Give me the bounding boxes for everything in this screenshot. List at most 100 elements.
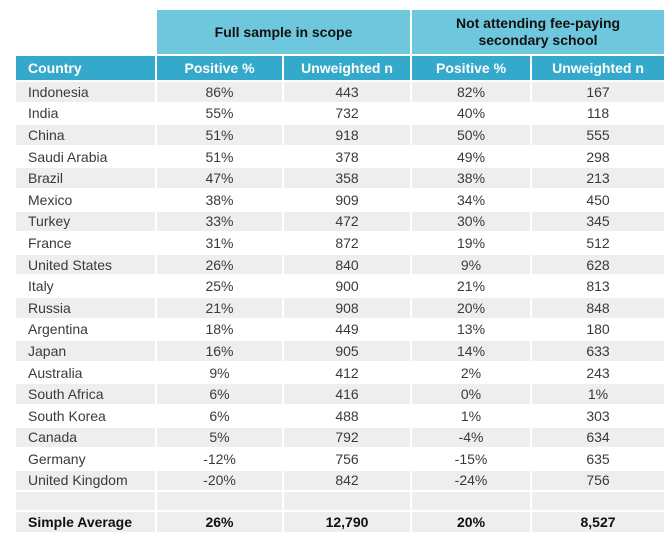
- cell-positive-not-attending: 9%: [412, 254, 531, 275]
- cell-positive-full: 55%: [157, 103, 282, 124]
- cell-n-not-attending: 848: [532, 297, 665, 318]
- cell-positive-full: 38%: [157, 189, 282, 210]
- cell-positive-not-attending: -24%: [412, 470, 531, 491]
- cell-country: China: [16, 125, 155, 145]
- cell-positive-full: 18%: [157, 319, 282, 340]
- cell-positive-not-attending: 21%: [412, 276, 531, 296]
- cell-country: South Korea: [16, 405, 155, 426]
- spacer-cell: [412, 492, 531, 511]
- cell-positive-full: 6%: [157, 405, 282, 426]
- cell-positive-full: 25%: [157, 276, 282, 296]
- table-row: Germany -12% 756 -15% 635: [16, 449, 665, 469]
- cell-country: Canada: [16, 427, 155, 448]
- spacer-cell: [532, 492, 665, 511]
- cell-country: Mexico: [16, 189, 155, 210]
- cell-country: Indonesia: [16, 82, 155, 102]
- cell-positive-full: 16%: [157, 341, 282, 361]
- group-header-blank: [16, 10, 155, 54]
- cell-n-full: 443: [284, 82, 411, 102]
- cell-country: France: [16, 233, 155, 253]
- table-row: South Korea 6% 488 1% 303: [16, 405, 665, 426]
- column-header-country: Country: [16, 56, 155, 80]
- cell-positive-not-attending: 13%: [412, 319, 531, 340]
- cell-positive-not-attending: 40%: [412, 103, 531, 124]
- cell-n-full: 378: [284, 146, 411, 167]
- cell-positive-not-attending: 82%: [412, 82, 531, 102]
- table-row: Indonesia 86% 443 82% 167: [16, 82, 665, 102]
- spacer-cell: [157, 492, 282, 511]
- cell-positive-full: 33%: [157, 211, 282, 232]
- average-positive-not-attending: 20%: [412, 512, 531, 533]
- cell-n-full: 908: [284, 297, 411, 318]
- cell-n-full: 756: [284, 449, 411, 469]
- table-row: Mexico 38% 909 34% 450: [16, 189, 665, 210]
- cell-n-full: 840: [284, 254, 411, 275]
- table-row: Japan 16% 905 14% 633: [16, 341, 665, 361]
- average-row: Simple Average 26% 12,790 20% 8,527: [16, 512, 665, 533]
- cell-positive-not-attending: 19%: [412, 233, 531, 253]
- cell-positive-not-attending: 2%: [412, 362, 531, 383]
- cell-n-not-attending: 180: [532, 319, 665, 340]
- spacer-cell: [284, 492, 411, 511]
- cell-country: India: [16, 103, 155, 124]
- cell-n-not-attending: 634: [532, 427, 665, 448]
- cell-n-not-attending: 555: [532, 125, 665, 145]
- cell-positive-not-attending: 49%: [412, 146, 531, 167]
- cell-n-full: 358: [284, 168, 411, 188]
- cell-positive-full: 26%: [157, 254, 282, 275]
- average-positive-full: 26%: [157, 512, 282, 533]
- cell-n-full: 842: [284, 470, 411, 491]
- cell-country: United Kingdom: [16, 470, 155, 491]
- table-row: Canada 5% 792 -4% 634: [16, 427, 665, 448]
- column-header-positive-not-attending: Positive %: [412, 56, 531, 80]
- spacer-row: [16, 492, 665, 511]
- column-header-positive-full: Positive %: [157, 56, 282, 80]
- cell-positive-not-attending: -4%: [412, 427, 531, 448]
- cell-n-not-attending: 303: [532, 405, 665, 426]
- cell-country: Italy: [16, 276, 155, 296]
- table-row: Australia 9% 412 2% 243: [16, 362, 665, 383]
- cell-positive-full: 6%: [157, 384, 282, 404]
- column-header-row: Country Positive % Unweighted n Positive…: [16, 56, 665, 80]
- cell-country: Saudi Arabia: [16, 146, 155, 167]
- cell-positive-not-attending: 0%: [412, 384, 531, 404]
- cell-n-full: 488: [284, 405, 411, 426]
- group-header-not-attending-line2: secondary school: [478, 32, 598, 48]
- table-body: Indonesia 86% 443 82% 167 India 55% 732 40% 118 Ch…: [16, 82, 665, 533]
- cell-positive-full: -20%: [157, 470, 282, 491]
- cell-country: Australia: [16, 362, 155, 383]
- cell-n-full: 732: [284, 103, 411, 124]
- cell-positive-full: 9%: [157, 362, 282, 383]
- cell-country: Brazil: [16, 168, 155, 188]
- table-row: Argentina 18% 449 13% 180: [16, 319, 665, 340]
- cell-positive-not-attending: 20%: [412, 297, 531, 318]
- cell-n-not-attending: 512: [532, 233, 665, 253]
- cell-n-full: 472: [284, 211, 411, 232]
- cell-positive-full: 86%: [157, 82, 282, 102]
- cell-positive-full: -12%: [157, 449, 282, 469]
- results-table-container: Full sample in scope Not attending fee-p…: [14, 8, 665, 534]
- table-row: France 31% 872 19% 512: [16, 233, 665, 253]
- table-row: Russia 21% 908 20% 848: [16, 297, 665, 318]
- cell-positive-not-attending: -15%: [412, 449, 531, 469]
- cell-n-not-attending: 345: [532, 211, 665, 232]
- cell-positive-full: 21%: [157, 297, 282, 318]
- group-header-full-sample: Full sample in scope: [157, 10, 411, 54]
- cell-n-full: 792: [284, 427, 411, 448]
- table-row: Turkey 33% 472 30% 345: [16, 211, 665, 232]
- cell-n-not-attending: 1%: [532, 384, 665, 404]
- cell-positive-full: 47%: [157, 168, 282, 188]
- table-row: Saudi Arabia 51% 378 49% 298: [16, 146, 665, 167]
- cell-country: Japan: [16, 341, 155, 361]
- table-row: China 51% 918 50% 555: [16, 125, 665, 145]
- cell-country: United States: [16, 254, 155, 275]
- table-row: Italy 25% 900 21% 813: [16, 276, 665, 296]
- cell-n-not-attending: 213: [532, 168, 665, 188]
- cell-n-full: 905: [284, 341, 411, 361]
- spacer-cell: [16, 492, 155, 511]
- cell-positive-not-attending: 30%: [412, 211, 531, 232]
- cell-n-full: 416: [284, 384, 411, 404]
- cell-positive-not-attending: 50%: [412, 125, 531, 145]
- cell-country: South Africa: [16, 384, 155, 404]
- column-header-n-not-attending: Unweighted n: [532, 56, 665, 80]
